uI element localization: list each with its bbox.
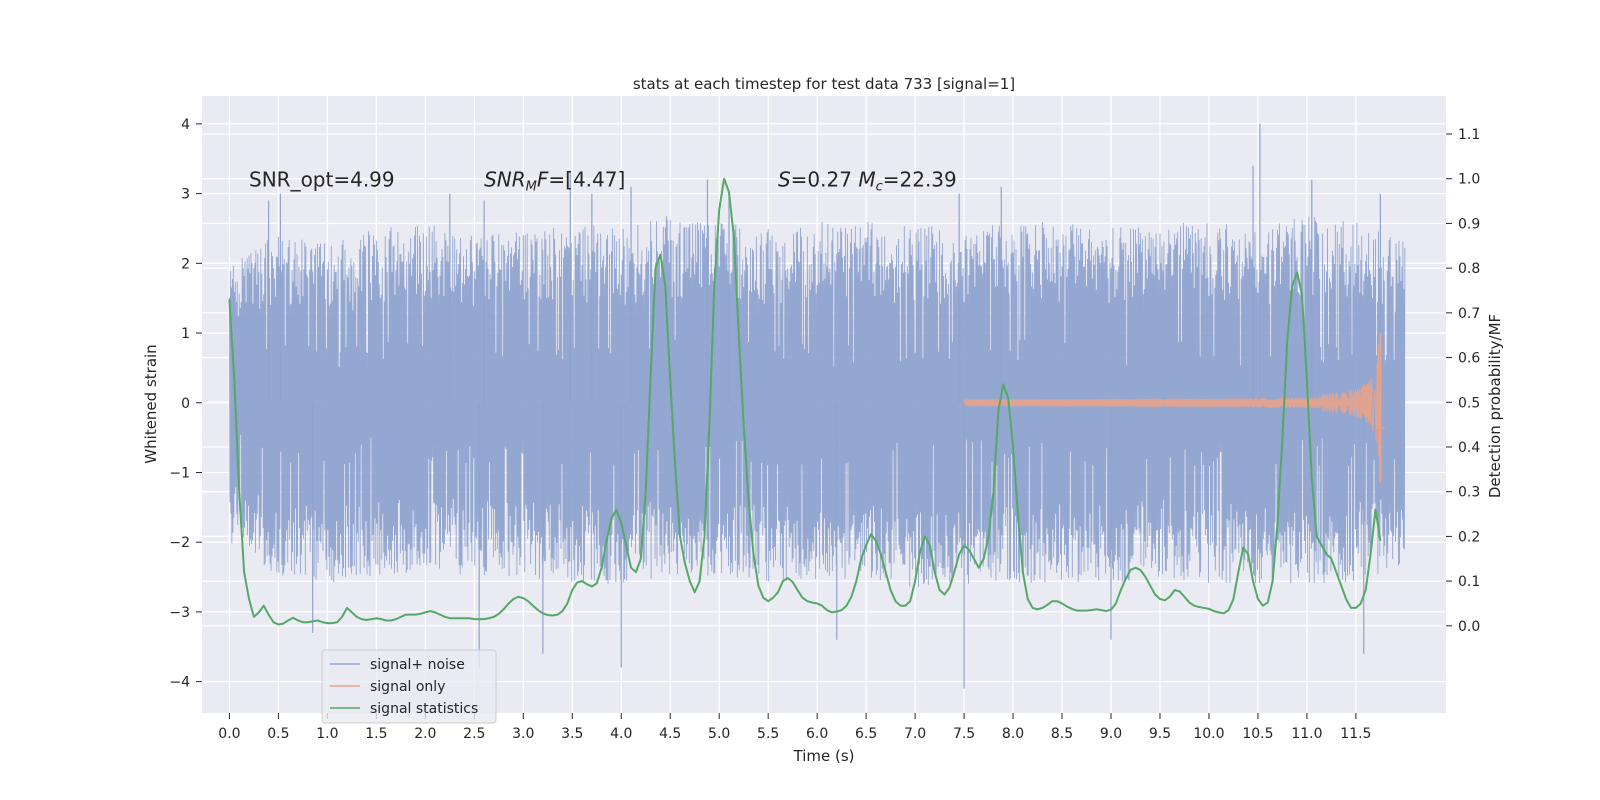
y-right-tick-label: 0.8 <box>1458 261 1480 277</box>
chart-title: stats at each timestep for test data 733… <box>633 75 1015 93</box>
y-right-tick-label: 0.0 <box>1458 619 1480 635</box>
legend: signal+ noise signal only signal statist… <box>321 649 497 724</box>
annotation-part: SNR <box>484 168 526 192</box>
x-tick-label: 2.0 <box>414 726 436 742</box>
y-tick-label: 2 <box>181 256 190 272</box>
y-tick-label: −4 <box>169 675 190 691</box>
y-right-tick-label: 1.1 <box>1458 127 1480 143</box>
x-tick-label: 3.5 <box>561 726 583 742</box>
x-tick-label: 0.0 <box>218 726 240 742</box>
x-tick-label: 9.0 <box>1100 726 1122 742</box>
series-signal-noise <box>228 215 1406 587</box>
x-tick-label: 5.5 <box>757 726 779 742</box>
y-right-tick-label: 0.6 <box>1458 351 1480 367</box>
y-right-axis-ticks: 0.0 0.1 0.2 0.3 0.4 0.5 0.6 0.7 0.8 0.9 1.0 1.1 <box>1446 127 1480 635</box>
x-tick-label: 6.0 <box>806 726 828 742</box>
annotation-part: F <box>537 168 549 192</box>
y-axis-label: Whitened strain <box>142 344 160 463</box>
series-signal-statistics <box>228 177 1382 626</box>
y-tick-label: −3 <box>169 605 190 621</box>
y-right-tick-label: 0.2 <box>1458 529 1480 545</box>
plot-content <box>228 123 1406 689</box>
annotations: SNR_opt=4.99 SNRMF=[4.47] S=0.27 Mc=22.39 <box>249 168 957 195</box>
annotation-part: M <box>858 168 875 192</box>
y-tick-label: 3 <box>181 187 190 203</box>
annotation-part: =[4.47] <box>548 168 625 192</box>
y-tick-label: 4 <box>181 117 190 133</box>
y-right-axis-label: Detection probability/MF <box>1486 314 1504 498</box>
annotation-part: SNR_opt=4.99 <box>249 168 395 192</box>
x-axis-ticks: 0.0 0.5 1.0 1.5 2.0 2.5 3.0 3.5 4.0 4.5 5.0 5.5 6.0 6… <box>218 713 1371 742</box>
x-tick-label: 10.0 <box>1193 726 1224 742</box>
x-tick-label: 7.0 <box>904 726 926 742</box>
series-signal-only <box>963 345 1386 459</box>
annotation-part: S <box>778 168 791 192</box>
x-tick-label: 8.5 <box>1051 726 1073 742</box>
x-tick-label: 11.5 <box>1340 726 1371 742</box>
x-tick-label: 8.0 <box>1002 726 1024 742</box>
y-axis-ticks: −4 −3 −2 −1 0 1 2 3 4 <box>169 117 202 691</box>
x-tick-label: 11.0 <box>1291 726 1322 742</box>
legend-box <box>321 649 497 724</box>
annotation-part: c <box>876 180 883 195</box>
y-right-tick-label: 0.4 <box>1458 440 1480 456</box>
y-right-tick-label: 0.3 <box>1458 485 1480 501</box>
x-tick-label: 3.0 <box>512 726 534 742</box>
x-tick-label: 0.5 <box>267 726 289 742</box>
x-tick-label: 5.0 <box>708 726 730 742</box>
y-right-tick-label: 0.1 <box>1458 574 1480 590</box>
y-tick-label: 1 <box>181 326 190 342</box>
y-tick-label: 0 <box>181 396 190 412</box>
x-tick-label: 2.5 <box>463 726 485 742</box>
x-tick-label: 6.5 <box>855 726 877 742</box>
x-tick-label: 10.5 <box>1242 726 1273 742</box>
legend-label-signal-only: signal only <box>370 679 445 695</box>
y-right-tick-label: 0.5 <box>1458 395 1480 411</box>
x-tick-label: 7.5 <box>953 726 975 742</box>
x-tick-label: 9.5 <box>1149 726 1171 742</box>
annotation-part: M <box>526 180 537 195</box>
annotation-0: SNR_opt=4.99 <box>249 168 395 192</box>
legend-label-signal-statistics: signal statistics <box>370 701 478 717</box>
x-tick-label: 4.0 <box>610 726 632 742</box>
annotation-1: SNRMF=[4.47] <box>484 168 625 195</box>
annotation-2: S=0.27 Mc=22.39 <box>778 168 957 195</box>
y-right-tick-label: 0.7 <box>1458 306 1480 322</box>
y-tick-label: −2 <box>169 535 190 551</box>
x-tick-label: 1.0 <box>316 726 338 742</box>
annotation-part: =22.39 <box>883 168 957 192</box>
y-right-tick-label: 0.9 <box>1458 216 1480 232</box>
x-tick-label: 4.5 <box>659 726 681 742</box>
legend-label-signal-noise: signal+ noise <box>370 657 465 673</box>
x-axis-label: Time (s) <box>793 747 855 765</box>
y-tick-label: −1 <box>169 465 190 481</box>
annotation-part: =0.27 <box>791 168 859 192</box>
y-right-tick-label: 1.0 <box>1458 172 1480 188</box>
x-tick-label: 1.5 <box>365 726 387 742</box>
